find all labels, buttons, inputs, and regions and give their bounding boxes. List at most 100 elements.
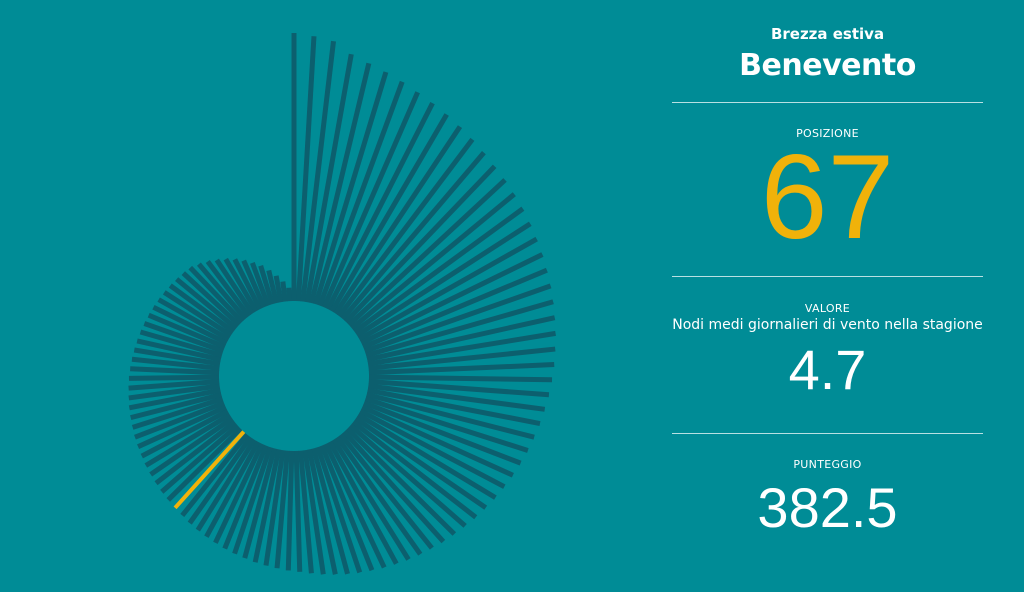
city: Benevento	[739, 48, 916, 83]
bar	[358, 236, 538, 342]
bar	[205, 260, 251, 318]
bar	[309, 62, 372, 304]
bar	[329, 113, 449, 313]
bar	[143, 321, 225, 354]
bar	[160, 423, 240, 494]
bar	[335, 435, 423, 556]
bar	[187, 435, 253, 525]
bar	[136, 338, 222, 363]
bar	[128, 379, 220, 391]
bar	[293, 450, 303, 572]
bar	[137, 404, 227, 449]
bar	[242, 447, 277, 559]
bar	[362, 267, 548, 350]
score: 382.5	[757, 476, 898, 539]
highlight-bar	[173, 430, 246, 510]
bar	[333, 125, 463, 315]
bar	[368, 362, 555, 376]
bar	[363, 400, 522, 466]
bar	[180, 432, 250, 518]
value-label: VALORE	[804, 302, 851, 315]
bar	[311, 447, 350, 575]
bar	[128, 387, 221, 411]
bar	[223, 257, 259, 313]
bar	[317, 80, 405, 307]
bar	[166, 426, 243, 502]
bar	[361, 404, 514, 478]
bar	[154, 420, 237, 486]
bar	[304, 53, 354, 303]
bar	[152, 304, 228, 346]
bar	[232, 258, 263, 311]
bar	[315, 446, 363, 574]
bar	[363, 283, 552, 354]
bar	[337, 137, 475, 318]
bar	[214, 258, 255, 315]
bar	[355, 221, 532, 338]
bar	[360, 252, 544, 346]
bar	[232, 446, 273, 555]
bar	[325, 102, 435, 311]
bar	[204, 440, 261, 538]
bar	[266, 269, 279, 304]
bar	[302, 449, 326, 575]
bar	[273, 275, 284, 303]
bar	[368, 346, 556, 371]
bar	[359, 408, 506, 489]
bar	[263, 449, 286, 566]
bar	[175, 277, 238, 331]
position: 67	[760, 130, 895, 264]
bar	[368, 374, 553, 383]
bar	[188, 265, 244, 324]
bar	[367, 387, 541, 426]
bar	[342, 430, 446, 544]
bar	[168, 283, 235, 334]
bar	[286, 287, 293, 302]
bar	[345, 426, 457, 536]
divider	[672, 276, 983, 277]
bar	[306, 448, 338, 575]
bar	[140, 408, 229, 459]
bar	[367, 330, 556, 367]
bar	[368, 379, 550, 398]
bar	[285, 450, 295, 571]
bar	[323, 442, 387, 569]
bar	[128, 383, 220, 401]
position-label: POSIZIONE	[796, 127, 859, 140]
bar	[347, 178, 507, 327]
bar	[344, 164, 497, 324]
bar	[195, 438, 257, 532]
radial-chart	[128, 33, 556, 575]
bar	[298, 450, 314, 574]
bar	[134, 400, 225, 440]
bar	[280, 281, 288, 302]
bar	[252, 448, 282, 563]
bar	[131, 396, 224, 430]
bar	[274, 450, 290, 569]
bar	[181, 271, 241, 327]
bar	[353, 206, 525, 334]
bar	[350, 192, 516, 331]
bar	[128, 374, 220, 381]
bar	[313, 71, 389, 305]
value-desc: Nodi medi giornalieri di vento nella sta…	[672, 317, 983, 333]
bar	[258, 265, 275, 305]
bar	[365, 299, 554, 358]
divider	[672, 102, 983, 103]
bar	[366, 315, 556, 363]
bar	[340, 151, 486, 321]
bar	[364, 396, 529, 453]
bar	[130, 392, 222, 421]
bar	[131, 356, 220, 371]
bar	[213, 442, 265, 544]
bar	[348, 423, 467, 528]
bar	[354, 416, 488, 510]
bar	[241, 259, 267, 309]
bar	[300, 40, 336, 302]
bar	[130, 366, 220, 376]
bar	[147, 312, 226, 350]
bar	[338, 432, 434, 550]
bar	[368, 383, 546, 412]
bar	[351, 420, 478, 520]
